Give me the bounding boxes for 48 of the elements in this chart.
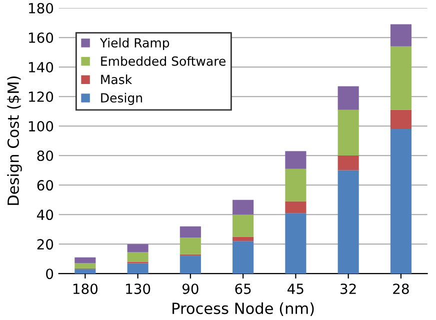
x-tick-label: 180 [73,284,98,294]
bar [338,110,359,156]
y-tick-label: 140 [29,62,54,72]
bar [338,170,359,274]
bar [285,168,306,202]
bar [390,24,412,46]
bar [74,263,96,268]
bar [127,263,148,274]
x-tick-label: 45 [288,284,304,294]
bar [390,128,412,274]
y-tick-label: 80 [37,150,54,162]
bar [180,226,201,238]
y-tick-label: 40 [37,210,54,220]
bar [127,244,148,252]
legend-label: Design [101,92,142,105]
bar [180,256,201,274]
y-tick-label: 0 [46,268,54,280]
bar [285,213,306,274]
bar [232,236,254,242]
bar [232,214,254,237]
bar [338,156,359,170]
bar [232,200,254,215]
legend-label: Embedded Software [101,56,226,66]
x-tick-label: 90 [182,284,198,294]
bar [390,46,412,110]
bar [180,237,201,254]
bar [127,252,148,262]
bar [74,257,96,264]
y-tick-label: 20 [37,239,54,250]
bar [285,151,306,169]
bar [338,86,359,110]
bar [285,201,306,214]
y-tick-label: 100 [29,121,54,132]
y-axis-title: Design Cost ($M) [7,76,22,205]
bar [232,241,254,274]
bar [74,269,96,274]
bar [390,110,412,129]
x-tick-label: 130 [126,284,150,294]
y-tick-label: 120 [29,92,54,102]
y-tick-label: 60 [37,180,54,191]
x-tick-label: 65 [235,284,251,294]
x-tick-label: 28 [393,284,409,294]
y-tick-label: 180 [29,2,54,14]
legend-label: Mask [101,74,132,84]
legend-label: Yield Ramp [100,38,170,50]
x-axis-title: Process Node (nm) [172,302,314,316]
x-tick-label: 32 [340,284,356,294]
y-tick-label: 160 [29,32,54,43]
